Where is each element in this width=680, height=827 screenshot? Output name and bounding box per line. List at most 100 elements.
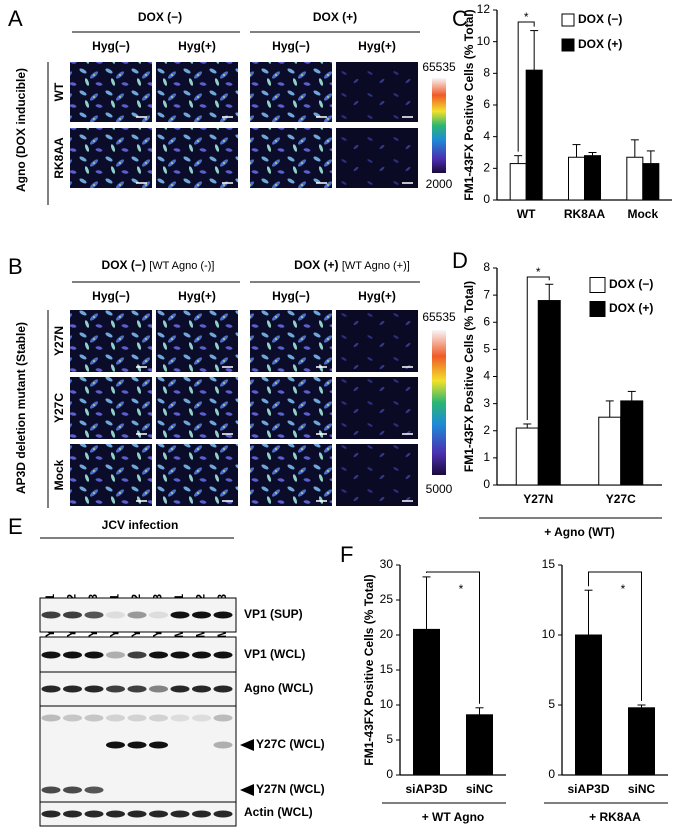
legend-label: DOX (−): [609, 277, 653, 291]
blot-band: [213, 741, 233, 749]
blot-band: [127, 810, 147, 818]
blot-band: [106, 685, 125, 693]
blot-band: [84, 786, 104, 794]
micrograph: [336, 310, 418, 372]
y-axis-label: FM1-43FX Positive Cells (% Total): [462, 9, 476, 200]
blot-band: [84, 810, 104, 818]
significance-bracket: [426, 571, 480, 704]
y-tick-label: 5: [483, 342, 490, 356]
y-tick-label: 4: [483, 129, 490, 143]
panel-label: D: [452, 248, 468, 273]
micrograph: [336, 444, 418, 506]
blot-band: [170, 685, 190, 693]
hyg-label: Hyg(−): [92, 39, 130, 53]
blot-label: Actin (WCL): [244, 805, 313, 819]
significance-bracket: [588, 571, 642, 701]
blot-label: VP1 (SUP): [244, 607, 303, 621]
blot-label: Agno (WCL): [244, 681, 313, 695]
blot-band: [84, 651, 104, 659]
blot-band: [192, 651, 211, 659]
bar: [628, 707, 655, 776]
micrograph: [250, 62, 332, 122]
hyg-label: Hyg(−): [272, 39, 310, 53]
y-tick-label: 5: [548, 697, 555, 711]
significance-bracket: [517, 21, 535, 152]
y-tick-label: 10: [380, 697, 394, 711]
bar: [466, 714, 493, 776]
header: DOX (−): [138, 10, 182, 24]
row-label: Y27N: [52, 326, 66, 356]
y-tick-label: 8: [483, 260, 490, 274]
hyg-label: Hyg(+): [178, 289, 216, 303]
blot-band: [170, 651, 190, 659]
x-tick-label: RK8AA: [564, 207, 606, 221]
micrograph: [70, 310, 152, 372]
blot-band: [106, 611, 125, 619]
y-tick-label: 3: [483, 396, 490, 410]
blot-band: [63, 714, 82, 722]
bar: [509, 163, 527, 201]
colorbar-label: 65535: [422, 310, 456, 324]
blot-band: [149, 685, 168, 693]
colorbar: [432, 330, 446, 475]
micrograph: [70, 128, 152, 188]
y-tick-label: 2: [483, 161, 490, 175]
x-tick-label: WT: [517, 207, 536, 221]
y-tick-label: 20: [380, 627, 394, 641]
panel-label: C: [452, 6, 468, 31]
legend-swatch: [589, 277, 606, 293]
y-tick-label: 4: [483, 369, 490, 383]
colorbar: [432, 78, 446, 173]
micrograph: [156, 377, 238, 439]
hyg-label: Hyg(−): [92, 289, 130, 303]
blot-band: [170, 810, 190, 818]
y-tick-label: 12: [477, 2, 491, 16]
blot-band: [41, 651, 61, 659]
legend-swatch: [561, 38, 575, 52]
blot-band: [213, 611, 233, 619]
header-sub: [WT Agno (-)]: [149, 260, 214, 272]
header-main: DOX (+): [294, 258, 338, 272]
y-tick-label: 15: [380, 662, 394, 676]
annotation: *: [459, 582, 464, 596]
x-tick-label: Y27C: [606, 492, 636, 506]
micrograph: [250, 310, 332, 372]
micrograph: [156, 310, 238, 372]
bar: [413, 628, 440, 776]
panel-label: F: [340, 542, 353, 567]
blot-label: VP1 (WCL): [244, 647, 305, 661]
y-axis-label: FM1-43FX Positive Cells (% Total): [362, 574, 376, 765]
blot-band: [63, 685, 82, 693]
blot-band: [213, 714, 233, 722]
panel-label: B: [8, 254, 23, 279]
x-axis-label: + WT Agno: [422, 810, 485, 824]
blot-band: [84, 685, 104, 693]
blot-band: [170, 611, 190, 619]
x-tick-label: Y27N: [523, 492, 553, 506]
bar: [525, 69, 543, 201]
micrograph: [70, 377, 152, 439]
bar: [537, 300, 561, 486]
bar: [642, 163, 660, 201]
bar: [568, 156, 585, 201]
hyg-label: Hyg(+): [358, 39, 396, 53]
blot-band: [170, 714, 190, 722]
x-tick-label: siAP3D: [405, 782, 447, 796]
blot-band: [149, 741, 168, 749]
blot-label: Y27N (WCL): [256, 782, 325, 796]
hyg-label: Hyg(+): [358, 289, 396, 303]
blot-band: [106, 714, 125, 722]
header-main: DOX (−): [102, 258, 146, 272]
blot-band: [41, 611, 61, 619]
y-tick-label: 15: [542, 557, 556, 571]
bar: [598, 416, 622, 486]
blot-band: [192, 611, 211, 619]
panel-label: A: [8, 6, 23, 31]
y-tick-label: 25: [380, 592, 394, 606]
blot-band: [149, 611, 168, 619]
blot-band: [192, 810, 211, 818]
micrograph: [336, 377, 418, 439]
row-label: RK8AA: [52, 137, 66, 179]
side-label: AP3D deletion mutant (Stable): [14, 322, 28, 494]
row-label: WT: [52, 82, 66, 101]
